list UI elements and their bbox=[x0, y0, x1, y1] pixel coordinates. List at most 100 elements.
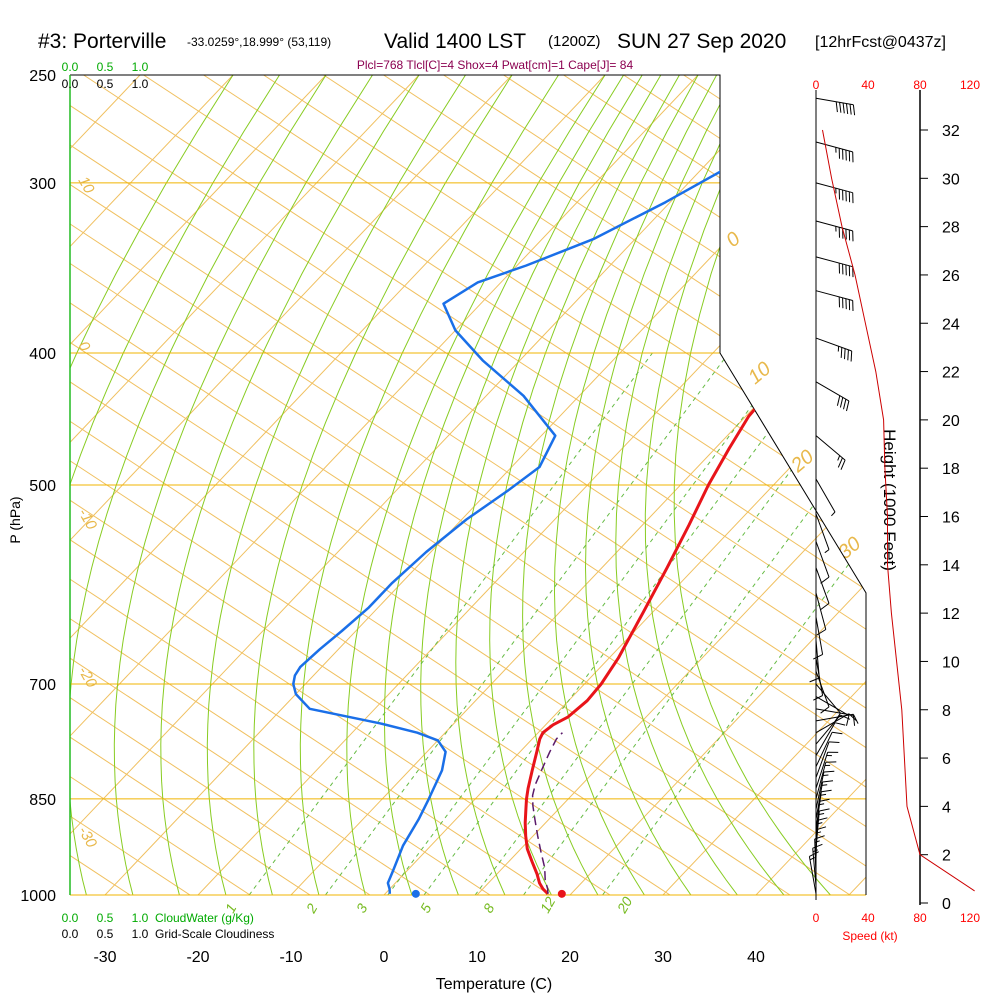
temperature-axis-label: Temperature (C) bbox=[436, 976, 552, 993]
wind-barb bbox=[815, 337, 853, 362]
dry-adiabat bbox=[263, 75, 866, 895]
mixing-ratio-line bbox=[423, 352, 828, 895]
wind-barb bbox=[815, 789, 832, 830]
moist-adiabat bbox=[160, 75, 420, 895]
isotherm bbox=[662, 75, 866, 895]
moist-adiabat bbox=[673, 75, 831, 895]
wind-barb-staff bbox=[815, 810, 820, 849]
wind-barb-flag bbox=[812, 843, 823, 849]
dry-adiabat bbox=[0, 75, 10, 895]
mixing-ratio-label: 2 bbox=[302, 901, 320, 917]
title-utc: (1200Z) bbox=[548, 33, 601, 50]
cloudiness-tick-top: 0.5 bbox=[97, 77, 114, 91]
wind-barb-staff bbox=[815, 791, 822, 830]
wind-barb-staff bbox=[815, 752, 829, 789]
wind-barb-staff bbox=[815, 683, 841, 714]
dry-adiabat-label: -10 bbox=[75, 506, 101, 534]
wind-barb-staff bbox=[815, 732, 833, 767]
wind-barb-flag bbox=[813, 695, 823, 701]
moist-adiabat bbox=[113, 75, 373, 895]
wind-barb-staff bbox=[815, 97, 854, 106]
wind-barb-staff bbox=[815, 435, 846, 461]
moist-adiabat bbox=[489, 75, 680, 895]
wind-barb-flag bbox=[852, 104, 856, 116]
wind-barb bbox=[815, 671, 830, 714]
dry-adiabat bbox=[984, 75, 1000, 895]
mixing-ratio-label: 12 bbox=[537, 894, 559, 916]
plot-border bbox=[70, 74, 867, 895]
height-tick-label: 8 bbox=[942, 703, 951, 720]
cloudwater-tick-bottom: 1.0 bbox=[132, 911, 149, 925]
wind-barb-flag bbox=[839, 397, 844, 408]
wind-barb-staff bbox=[815, 771, 825, 810]
wind-barb-staff bbox=[815, 182, 853, 194]
dry-adiabat-label: -20 bbox=[75, 664, 101, 692]
title-valid: Valid 1400 LST bbox=[384, 30, 526, 53]
cloudwater-axis-label: CloudWater (g/Kg) bbox=[155, 911, 254, 925]
wind-barb-flag bbox=[809, 851, 819, 857]
speed-tick-top: 0 bbox=[813, 78, 820, 92]
height-tick-label: 6 bbox=[942, 751, 951, 768]
moist-adiabat bbox=[70, 75, 280, 895]
wind-barb-staff bbox=[815, 713, 850, 734]
wind-barb-half-flag bbox=[820, 793, 827, 796]
moist-adiabat bbox=[584, 75, 736, 895]
stability-indices: Plcl=768 Tlcl[C]=4 Shox=4 Pwat[cm]=1 Cap… bbox=[357, 58, 634, 72]
cloudiness-tick-top: 0.0 bbox=[62, 77, 79, 91]
wind-barb bbox=[815, 541, 830, 584]
cloudwater-tick-bottom: 0.0 bbox=[62, 911, 79, 925]
moist-adiabat bbox=[615, 75, 755, 895]
wind-barb-staff bbox=[815, 741, 830, 778]
wind-barb-flag bbox=[850, 350, 853, 362]
wind-barb-staff bbox=[815, 696, 850, 717]
wind-barb-flag bbox=[834, 722, 846, 726]
wind-barb bbox=[815, 713, 859, 724]
pressure-tick-label: 700 bbox=[29, 677, 56, 694]
moist-adiabat bbox=[299, 75, 559, 895]
dry-adiabat-label-right: 20 bbox=[786, 446, 818, 478]
mixing-ratio-line bbox=[602, 352, 866, 895]
moist-adiabat bbox=[553, 75, 718, 895]
moist-adiabat bbox=[206, 75, 466, 895]
wind-barb-half-flag bbox=[824, 549, 830, 554]
wind-barb bbox=[815, 696, 850, 726]
speed-tick-bottom: 40 bbox=[861, 911, 875, 925]
wind-barb bbox=[815, 761, 837, 799]
wind-barb bbox=[815, 97, 856, 116]
series-dewpoint bbox=[292, 97, 835, 894]
wind-barb-flag bbox=[832, 731, 843, 735]
surface-dewpoint-dot bbox=[411, 889, 420, 898]
cloudwater-tick-top: 0.0 bbox=[62, 60, 79, 74]
moist-adiabat bbox=[70, 75, 234, 895]
height-tick-label: 16 bbox=[942, 510, 960, 527]
wind-barb bbox=[815, 220, 854, 242]
wind-barb-staff bbox=[815, 781, 824, 820]
speed-tick-top: 40 bbox=[861, 78, 875, 92]
wind-barb-flag bbox=[852, 714, 859, 724]
temperature-tick-label: -10 bbox=[279, 949, 302, 966]
wind-barb-flag bbox=[834, 712, 841, 723]
pressure-tick-label: 1000 bbox=[20, 888, 56, 905]
height-tick-label: 0 bbox=[942, 896, 951, 913]
dry-adiabat-label: 10 bbox=[75, 174, 98, 198]
pressure-tick-label: 850 bbox=[29, 792, 56, 809]
dry-adiabat-label: -30 bbox=[75, 824, 101, 852]
wind-barb-staff bbox=[815, 567, 830, 604]
speed-tick-bottom: 80 bbox=[913, 911, 927, 925]
speed-tick-top: 120 bbox=[960, 78, 980, 92]
moist-adiabat bbox=[383, 75, 625, 895]
wind-barb-flag bbox=[819, 808, 830, 812]
wind-barb bbox=[815, 722, 846, 756]
height-tick-label: 4 bbox=[942, 799, 951, 816]
moist-adiabat bbox=[455, 75, 662, 895]
temperature-tick-label: 10 bbox=[468, 949, 486, 966]
wind-barb-staff bbox=[815, 290, 853, 301]
mixing-ratio-line bbox=[248, 352, 653, 895]
cloudwater-tick-top: 1.0 bbox=[132, 60, 149, 74]
dry-adiabat-label-right: 0 bbox=[722, 228, 745, 252]
dry-adiabat bbox=[70, 75, 491, 895]
dry-adiabat bbox=[323, 75, 866, 895]
dry-adiabat-label-right: 10 bbox=[744, 358, 775, 389]
mixing-ratio-label: 20 bbox=[613, 894, 635, 917]
title-coords: -33.0259°,18.999° (53,119) bbox=[187, 35, 331, 49]
